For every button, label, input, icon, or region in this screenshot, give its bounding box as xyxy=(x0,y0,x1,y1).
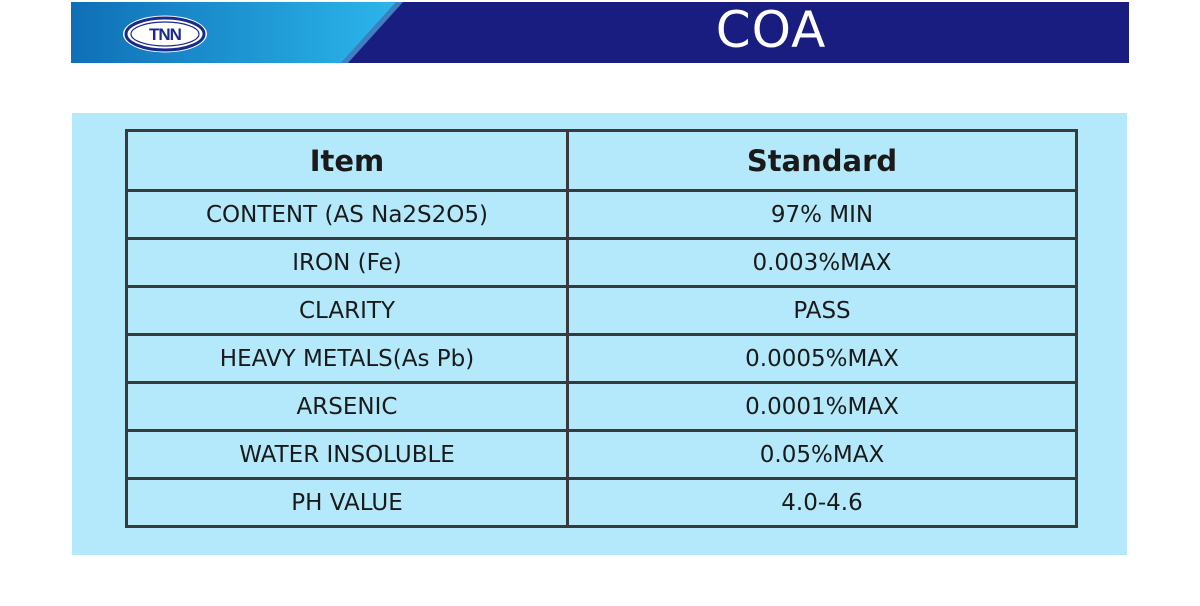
standard-cell: 0.0005%MAX xyxy=(566,333,1078,384)
coa-panel: Item Standard CONTENT (AS Na2S2O5) 97% M… xyxy=(72,113,1127,555)
item-cell: CLARITY xyxy=(125,285,569,336)
table-row: ARSENIC 0.0001%MAX xyxy=(125,381,1078,432)
table-row: PH VALUE 4.0-4.6 xyxy=(125,477,1078,528)
banner-background xyxy=(71,2,1129,63)
standard-cell: 97% MIN xyxy=(566,189,1078,240)
logo-text: TNN xyxy=(149,25,182,44)
table-header-row: Item Standard xyxy=(125,129,1078,192)
item-cell: IRON (Fe) xyxy=(125,237,569,288)
column-header-item: Item xyxy=(125,129,569,192)
item-cell: PH VALUE xyxy=(125,477,569,528)
standard-cell: PASS xyxy=(566,285,1078,336)
item-cell: WATER INSOLUBLE xyxy=(125,429,569,480)
header-banner: TNN COA xyxy=(71,2,1129,63)
item-cell: ARSENIC xyxy=(125,381,569,432)
standard-cell: 0.0001%MAX xyxy=(566,381,1078,432)
column-header-standard: Standard xyxy=(566,129,1078,192)
table-row: CLARITY PASS xyxy=(125,285,1078,336)
table-row: WATER INSOLUBLE 0.05%MAX xyxy=(125,429,1078,480)
standard-cell: 4.0-4.6 xyxy=(566,477,1078,528)
tnn-logo-icon: TNN xyxy=(123,15,207,53)
standard-cell: 0.05%MAX xyxy=(566,429,1078,480)
standard-cell: 0.003%MAX xyxy=(566,237,1078,288)
page-title: COA xyxy=(715,2,827,59)
table-row: CONTENT (AS Na2S2O5) 97% MIN xyxy=(125,189,1078,240)
item-cell: HEAVY METALS(As Pb) xyxy=(125,333,569,384)
table-row: HEAVY METALS(As Pb) 0.0005%MAX xyxy=(125,333,1078,384)
table-row: IRON (Fe) 0.003%MAX xyxy=(125,237,1078,288)
coa-table: Item Standard CONTENT (AS Na2S2O5) 97% M… xyxy=(125,129,1078,528)
item-cell: CONTENT (AS Na2S2O5) xyxy=(125,189,569,240)
